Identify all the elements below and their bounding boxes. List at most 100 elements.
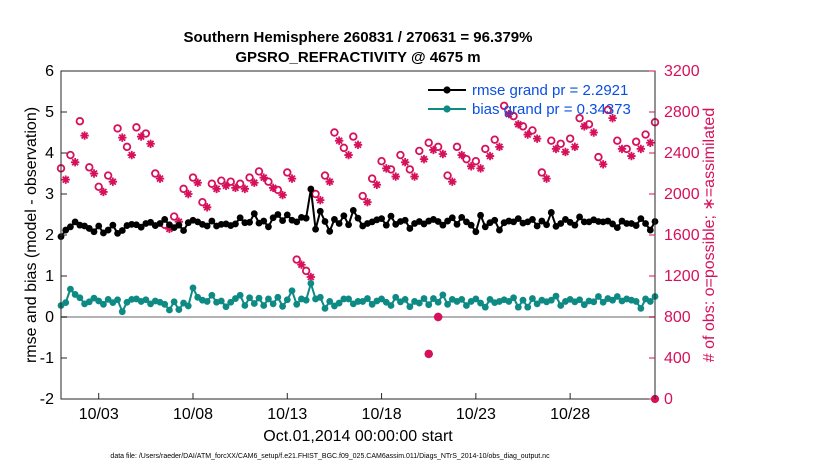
bias-point	[415, 299, 423, 307]
rmse-point	[458, 213, 466, 221]
obs-possible-point	[443, 171, 452, 180]
bias-point	[595, 293, 602, 300]
bias-point	[420, 295, 428, 302]
bias-point	[95, 297, 103, 305]
obs-assimilated-point	[504, 109, 514, 119]
bias-point	[227, 298, 235, 306]
obs-assimilated-point	[438, 149, 448, 159]
bias-point	[316, 293, 324, 301]
bias-point	[354, 298, 362, 305]
bias-point	[434, 298, 442, 306]
bias-point	[269, 300, 277, 308]
bias-point	[382, 298, 390, 306]
obs-possible-point	[349, 132, 358, 141]
obs-assimilated-point	[99, 187, 108, 197]
obs-assimilated-point	[136, 132, 146, 141]
obs-assimilated-point	[127, 150, 136, 160]
obs-assimilated-point	[212, 184, 221, 194]
rmse-point	[448, 214, 456, 222]
obs-possible-point	[594, 152, 603, 162]
bias-point	[519, 296, 527, 304]
rmse-point	[571, 221, 579, 229]
y-right-tick-label: 400	[664, 350, 691, 367]
y-right-tick-label: 2800	[664, 104, 700, 121]
bias-point	[368, 300, 376, 308]
bias-point	[514, 303, 522, 311]
obs-assimilated-point	[466, 162, 476, 171]
bias-point	[307, 279, 315, 287]
obs-possible-point	[547, 136, 556, 145]
rmse-point	[481, 223, 489, 231]
obs-assimilated-point	[287, 174, 297, 183]
rmse-point	[387, 212, 395, 220]
obs-assimilated-point	[325, 177, 334, 186]
bias-point	[279, 302, 286, 310]
obs-assimilated-point	[70, 158, 80, 167]
obs-possible-point	[631, 137, 641, 146]
bias-point	[326, 298, 334, 305]
rmse-point	[345, 221, 352, 229]
bias-point	[184, 302, 192, 310]
obs-possible-point	[575, 113, 584, 123]
obs-assimilated-point	[532, 134, 542, 143]
rmse-point	[71, 218, 79, 226]
obs-possible-point	[462, 154, 471, 164]
obs-assimilated-point	[61, 175, 70, 184]
obs-assimilated-point	[636, 144, 646, 154]
rmse-point	[250, 210, 258, 218]
obs-assimilated-point	[268, 183, 278, 193]
bias-point	[293, 300, 301, 308]
bias-point	[463, 302, 470, 309]
obs-possible-point	[188, 173, 198, 182]
chart-subtitle: GPSRO_REFRACTIVITY @ 4675 m	[235, 49, 480, 66]
obs-assimilated-point	[372, 180, 382, 189]
legend-bias-label: bias grand pr = 0.34373	[472, 101, 631, 118]
rmse-point	[382, 221, 390, 229]
obs-assimilated-point	[306, 272, 316, 282]
obs-possible-point	[103, 171, 113, 180]
rmse-point	[283, 211, 291, 219]
rmse-point	[642, 220, 649, 227]
rmse-point	[312, 225, 319, 233]
obs-possible-point	[151, 169, 160, 178]
obs-possible-point	[424, 138, 433, 147]
rmse-point	[137, 223, 145, 231]
bias-point	[632, 298, 640, 305]
obs-assimilated-point	[570, 142, 580, 152]
bias-point	[477, 299, 484, 307]
obs-possible-point	[179, 184, 188, 194]
rmse-point	[354, 214, 362, 222]
obs-assimilated-point	[184, 189, 193, 199]
legend: rmse grand pr = 2.2921 bias grand pr = 0…	[428, 82, 631, 118]
x-tick-label: 10/13	[267, 406, 307, 423]
obs-assimilated-point	[118, 133, 127, 142]
bias-point	[260, 302, 268, 309]
obs-possible-point	[481, 144, 490, 154]
rmse-point	[453, 220, 461, 228]
bias-point	[481, 303, 489, 311]
legend-bias-marker	[443, 105, 451, 113]
legend-rmse-label: rmse grand pr = 2.2921	[472, 82, 628, 99]
obs-assimilated-point	[433, 312, 443, 322]
x-tick-label: 10/23	[456, 406, 496, 423]
data-file-footer: data file: /Users/raeder/DAI/ATM_forcXX/…	[110, 453, 550, 460]
obs-assimilated-point	[617, 144, 627, 154]
obs-possible-point	[613, 136, 622, 145]
obs-assimilated-point	[363, 198, 372, 207]
obs-assimilated-point	[165, 224, 174, 234]
bias-point	[552, 292, 560, 300]
obs-assimilated-point	[202, 203, 212, 212]
y-left-tick-label: 1	[45, 268, 54, 285]
y-right-tick-label: 1600	[664, 227, 700, 244]
obs-possible-point	[330, 128, 339, 137]
bias-point	[241, 302, 249, 309]
rmse-point	[439, 221, 447, 229]
y-right-tick-label: 2000	[664, 186, 700, 203]
bias-point	[76, 294, 84, 302]
obs-possible-point	[141, 129, 151, 138]
bias-point	[576, 296, 583, 304]
bias-point	[510, 294, 517, 302]
bias-point	[547, 296, 555, 304]
rmse-point	[529, 216, 536, 223]
